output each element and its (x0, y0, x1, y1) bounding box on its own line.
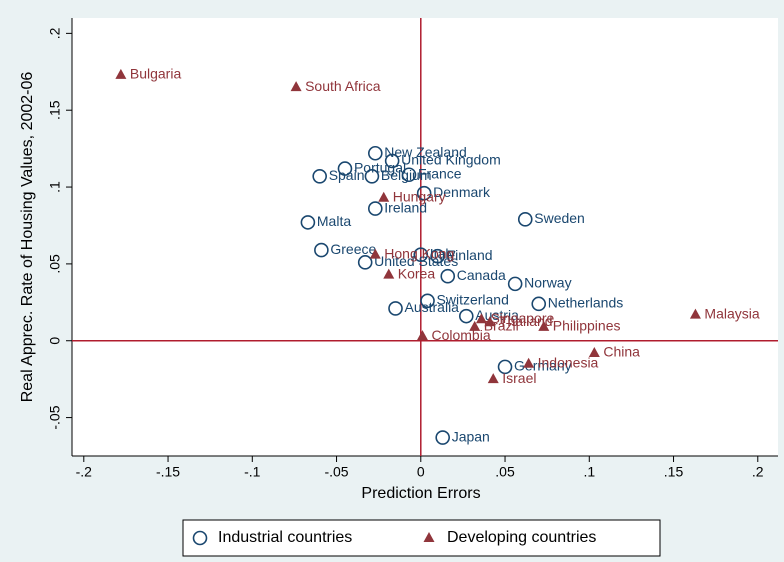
point-label: South Africa (305, 78, 381, 94)
point (378, 191, 390, 202)
y-tick-label: .1 (47, 181, 63, 193)
point (430, 248, 445, 264)
point-label: Thailand (499, 313, 553, 329)
point (388, 301, 403, 316)
y-tick-label: 0 (47, 337, 63, 345)
y-tick-label: .15 (47, 100, 63, 120)
point-label: Australia (405, 299, 460, 315)
point (588, 347, 600, 358)
legend-marker (192, 530, 208, 546)
legend (182, 519, 661, 557)
point-label: Belgium (381, 167, 432, 183)
point (484, 316, 496, 327)
y-tick-label: .05 (47, 254, 63, 274)
point (440, 268, 456, 284)
y-tick-label: -.05 (47, 405, 63, 429)
point (523, 357, 535, 368)
legend-label: Developing countries (447, 529, 596, 546)
point (689, 308, 701, 319)
point (300, 215, 316, 230)
point (401, 167, 417, 183)
x-tick-label: -.2 (76, 464, 93, 480)
plot-area (72, 18, 778, 456)
point-label: Ireland (384, 199, 427, 215)
point-label: United Kingdom (401, 152, 501, 168)
point-label: New Zealand (384, 144, 467, 160)
point (367, 201, 383, 216)
point-label: Indonesia (538, 354, 599, 370)
x-tick-label: .1 (583, 464, 595, 480)
point-label: Israel (502, 370, 536, 386)
point-label: Philippines (553, 318, 621, 334)
point-label: Korea (398, 265, 436, 281)
legend-label: Industrial countries (218, 529, 352, 546)
point (517, 212, 533, 227)
point-label: Denmark (433, 184, 491, 200)
point (314, 242, 329, 258)
point (413, 247, 429, 262)
point (416, 330, 428, 341)
y-tick-label: .2 (47, 27, 63, 39)
x-tick-label: -.15 (156, 464, 180, 480)
point (290, 81, 302, 92)
point (538, 320, 550, 331)
x-tick-label: 0 (417, 464, 425, 480)
x-tick-label: -.05 (324, 464, 348, 480)
point-label: Colombia (431, 327, 490, 343)
point (420, 293, 435, 309)
point-label: Greece (330, 241, 376, 257)
x-tick-label: .05 (495, 464, 515, 480)
x-axis-title: Prediction Errors (361, 485, 480, 502)
point-label: Japan (452, 428, 490, 444)
point (469, 320, 481, 331)
point-label: Bulgaria (130, 66, 182, 82)
point (531, 296, 547, 312)
point (115, 68, 127, 79)
point (497, 359, 513, 375)
point-label: United States (374, 253, 458, 269)
point-label: Sweden (534, 210, 585, 226)
x-tick-label: .15 (664, 464, 684, 480)
point-label: Finland (447, 247, 493, 263)
point (337, 161, 353, 176)
x-tick-label: .2 (752, 464, 764, 480)
point (364, 168, 380, 184)
point-label: Austria (475, 307, 519, 323)
point-label: China (603, 344, 640, 360)
point (487, 373, 499, 384)
point (367, 145, 383, 161)
point (384, 153, 400, 169)
point-label: Spain (329, 167, 365, 183)
point-label: Singapore (490, 310, 554, 326)
point-label: Netherlands (548, 295, 624, 311)
point-label: Hungary (393, 189, 446, 205)
point-label: Malta (317, 213, 351, 229)
point (383, 268, 395, 279)
point (458, 308, 474, 324)
point-label: France (418, 165, 462, 181)
point (357, 255, 373, 270)
point-label: Canada (457, 267, 506, 283)
point-label: Hong Kong (384, 245, 454, 261)
point (369, 248, 381, 259)
point-label: Malaysia (704, 305, 759, 321)
point-label: Norway (524, 275, 571, 291)
point (475, 313, 487, 324)
point (312, 168, 327, 184)
legend-marker (423, 532, 435, 542)
point (416, 185, 432, 201)
x-tick-label: -.1 (244, 464, 261, 480)
point (507, 276, 523, 292)
point (435, 430, 450, 445)
y-axis-title: Real Apprec. Rate of Housing Values, 200… (19, 72, 36, 403)
point-label: Switzerland (437, 291, 509, 307)
